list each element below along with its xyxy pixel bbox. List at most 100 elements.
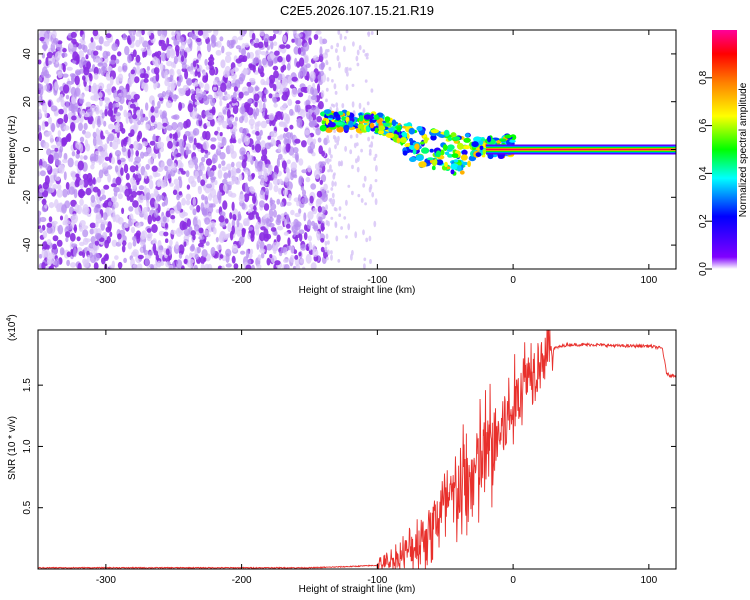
noise-blob bbox=[224, 233, 230, 239]
noise-blob bbox=[181, 211, 188, 217]
scatter-blob bbox=[345, 84, 349, 91]
noise-blob bbox=[71, 243, 78, 248]
noise-blob bbox=[164, 165, 169, 172]
noise-blob bbox=[315, 30, 322, 35]
noise-blob bbox=[246, 81, 252, 87]
noise-blob bbox=[176, 201, 182, 212]
noise-blob bbox=[272, 178, 279, 185]
noise-blob bbox=[157, 151, 161, 160]
noise-blob bbox=[164, 222, 168, 229]
noise-blob bbox=[314, 163, 320, 170]
scatter-blob bbox=[326, 190, 330, 194]
noise-blob bbox=[148, 179, 154, 190]
scatter-blob bbox=[326, 157, 330, 165]
signal-blob bbox=[348, 120, 354, 128]
noise-blob bbox=[132, 249, 139, 257]
signal-blob bbox=[447, 137, 453, 141]
noise-blob bbox=[282, 133, 287, 139]
noise-blob bbox=[180, 55, 185, 62]
noise-blob bbox=[210, 144, 216, 150]
signal-blob bbox=[336, 126, 344, 133]
noise-blob bbox=[206, 42, 212, 53]
noise-blob bbox=[231, 201, 235, 211]
noise-blob bbox=[120, 167, 124, 176]
noise-blob bbox=[97, 145, 104, 152]
noise-blob bbox=[246, 52, 251, 59]
scatter-blob bbox=[347, 184, 351, 188]
noise-blob bbox=[320, 222, 325, 232]
noise-blob bbox=[200, 263, 205, 269]
noise-blob bbox=[38, 127, 42, 133]
noise-blob bbox=[283, 112, 288, 123]
noise-blob bbox=[103, 231, 108, 239]
noise-blob bbox=[165, 210, 171, 218]
noise-blob bbox=[248, 118, 255, 126]
noise-blob bbox=[97, 118, 101, 128]
noise-blob bbox=[273, 184, 279, 193]
signal-blob bbox=[396, 126, 401, 133]
noise-blob bbox=[186, 78, 193, 86]
noise-blob bbox=[273, 93, 280, 98]
signal-blob bbox=[444, 151, 450, 156]
noise-blob bbox=[139, 241, 146, 246]
noise-blob bbox=[280, 65, 285, 73]
noise-blob bbox=[276, 157, 280, 168]
snr-multiplier-exp: 4 bbox=[6, 318, 13, 322]
noise-blob bbox=[58, 108, 64, 115]
noise-blob bbox=[253, 57, 260, 64]
noise-blob bbox=[196, 246, 201, 254]
noise-blob bbox=[178, 138, 185, 149]
x-tick-label: 0 bbox=[510, 275, 516, 286]
scatter-blob bbox=[333, 83, 337, 90]
noise-blob bbox=[208, 65, 214, 71]
noise-blob bbox=[103, 254, 109, 261]
noise-blob bbox=[146, 232, 153, 242]
noise-blob bbox=[247, 98, 253, 104]
noise-blob bbox=[43, 41, 47, 52]
noise-blob bbox=[90, 95, 97, 101]
noise-blob bbox=[293, 46, 300, 55]
signal-blob bbox=[327, 122, 336, 128]
spectrogram-xlabel: Height of straight line (km) bbox=[299, 285, 416, 296]
noise-blob bbox=[88, 42, 95, 49]
noise-blob bbox=[221, 45, 225, 54]
noise-blob bbox=[42, 230, 48, 239]
noise-blob bbox=[198, 169, 203, 177]
noise-blob bbox=[313, 34, 319, 40]
noise-blob bbox=[134, 156, 141, 164]
noise-blob bbox=[128, 30, 133, 35]
noise-blob bbox=[312, 55, 319, 61]
noise-blob bbox=[211, 164, 217, 171]
noise-blob bbox=[188, 258, 195, 264]
noise-blob bbox=[272, 65, 279, 71]
noise-blob bbox=[130, 69, 135, 75]
noise-blob bbox=[195, 87, 200, 94]
noise-blob bbox=[132, 49, 137, 58]
noise-blob bbox=[56, 189, 63, 198]
scatter-blob bbox=[369, 259, 372, 264]
noise-blob bbox=[271, 96, 277, 102]
noise-blob bbox=[169, 182, 174, 187]
noise-blob bbox=[80, 40, 86, 46]
noise-blob bbox=[272, 83, 277, 92]
noise-blob bbox=[301, 140, 307, 148]
noise-blob bbox=[238, 173, 243, 181]
noise-blob bbox=[54, 81, 59, 91]
noise-blob bbox=[200, 179, 206, 187]
signal-blob bbox=[487, 135, 492, 143]
noise-blob bbox=[46, 222, 53, 228]
noise-blob bbox=[305, 253, 312, 264]
scatter-blob bbox=[355, 142, 359, 147]
noise-blob bbox=[38, 253, 43, 259]
noise-blob bbox=[140, 108, 144, 119]
noise-blob bbox=[65, 101, 70, 108]
noise-blob bbox=[176, 194, 181, 201]
scatter-blob bbox=[369, 183, 373, 190]
noise-blob bbox=[177, 170, 181, 175]
noise-blob bbox=[286, 213, 290, 224]
noise-blob bbox=[188, 31, 194, 38]
noise-blob bbox=[231, 167, 237, 175]
noise-blob bbox=[177, 126, 181, 133]
noise-blob bbox=[285, 223, 291, 229]
noise-blob bbox=[83, 122, 88, 131]
